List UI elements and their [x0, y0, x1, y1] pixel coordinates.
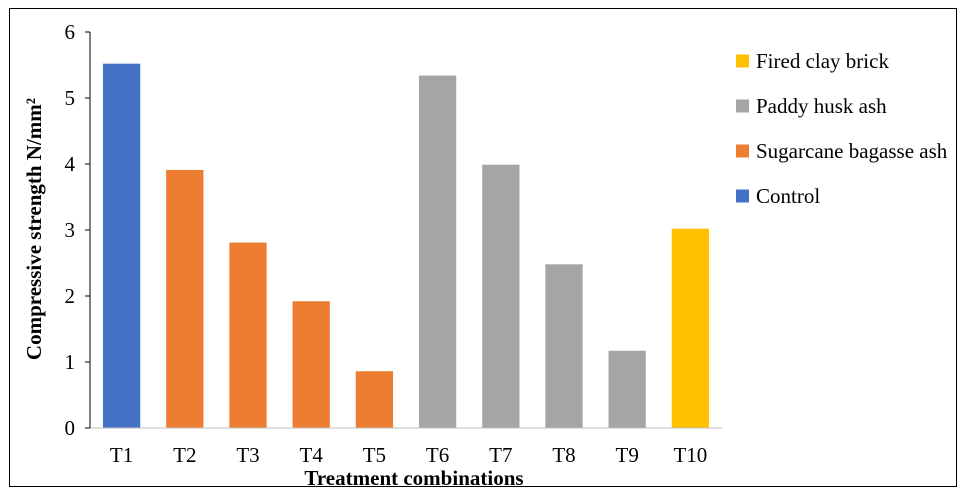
x-tick-label: T5 — [363, 443, 386, 467]
x-tick-label: T6 — [426, 443, 449, 467]
x-tick-label: T9 — [616, 443, 639, 467]
y-tick-label: 0 — [65, 416, 76, 440]
y-tick-label: 6 — [65, 20, 76, 44]
bar-t8 — [545, 264, 583, 428]
legend-label: Fired clay brick — [756, 49, 889, 73]
legend-label: Paddy husk ash — [756, 94, 887, 118]
bar-t4 — [292, 301, 330, 428]
bar-t2 — [166, 169, 204, 428]
x-tick-label: T3 — [236, 443, 259, 467]
y-axis-title: Compressive strength N/mm² — [22, 98, 46, 360]
y-tick-label: 5 — [65, 86, 76, 110]
legend-swatch — [736, 189, 749, 203]
y-tick-label: 4 — [65, 152, 76, 176]
legend-label: Control — [756, 184, 820, 208]
bar-t9 — [608, 350, 646, 428]
x-tick-label: T1 — [110, 443, 133, 467]
legend-swatch — [736, 54, 749, 68]
x-tick-label: T2 — [173, 443, 196, 467]
x-tick-labels: T1 T2 T3 T4 T5 T6 T7 T8 T9 T10 — [110, 443, 707, 467]
y-tick-marks — [85, 31, 90, 429]
y-tick-label: 2 — [65, 284, 76, 308]
y-tick-label: 1 — [65, 350, 76, 374]
x-tick-label: T10 — [673, 443, 707, 467]
legend: Fired clay brick Paddy husk ash Sugarcane … — [736, 49, 948, 208]
legend-swatch — [736, 144, 749, 158]
y-tick-labels: 0 1 2 3 4 5 6 — [65, 20, 76, 440]
x-tick-label: T4 — [300, 443, 324, 467]
bar-t5 — [355, 371, 394, 428]
legend-label: Sugarcane bagasse ash — [756, 139, 948, 163]
legend-swatch — [736, 99, 749, 113]
bar-t10 — [671, 228, 710, 428]
x-tick-label: T8 — [552, 443, 575, 467]
bars — [102, 63, 710, 429]
bar-t3 — [229, 242, 267, 428]
bar-t7 — [482, 164, 520, 428]
x-tick-label: T7 — [489, 443, 512, 467]
bar-t1 — [102, 63, 141, 429]
bar-t6 — [418, 75, 457, 428]
y-tick-label: 3 — [65, 218, 76, 242]
x-axis-title: Treatment combinations — [304, 466, 523, 490]
